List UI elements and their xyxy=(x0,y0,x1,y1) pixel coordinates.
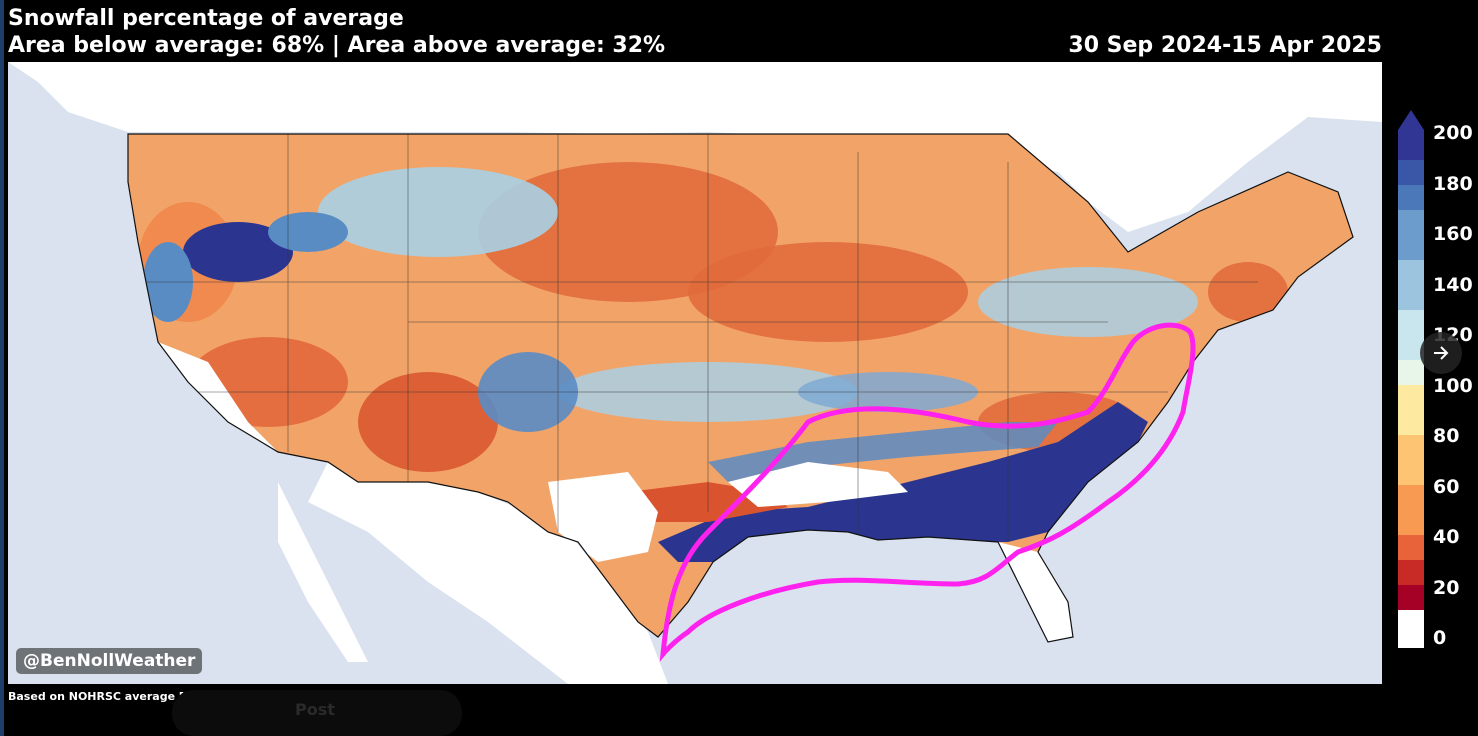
colorbar-tick: 20 xyxy=(1433,577,1460,599)
snowfall-map xyxy=(8,62,1382,684)
colorbar-tick: 60 xyxy=(1433,476,1460,498)
colorbar-tick: 180 xyxy=(1433,173,1473,195)
area-summary: Area below average: 68% | Area above ave… xyxy=(8,33,666,58)
watermark: @BenNollWeather xyxy=(16,648,203,674)
colorbar-tick: 200 xyxy=(1433,122,1473,144)
colorbar-tick: 140 xyxy=(1433,274,1473,296)
colorbar xyxy=(1398,110,1424,648)
colorbar-tick: 160 xyxy=(1433,223,1473,245)
map-title: Snowfall percentage of average xyxy=(8,6,404,31)
arrow-right-icon xyxy=(1434,346,1449,360)
colorbar-tick: 40 xyxy=(1433,526,1460,548)
map-graphic xyxy=(8,62,1382,684)
colorbar-tick: 100 xyxy=(1433,375,1473,397)
colorbar-tick: 0 xyxy=(1433,627,1447,649)
colorbar-tick: 80 xyxy=(1433,425,1460,447)
background-post-button xyxy=(172,690,462,736)
date-range: 30 Sep 2024-15 Apr 2025 xyxy=(1068,33,1382,58)
next-image-button[interactable] xyxy=(1420,332,1462,374)
window-edge xyxy=(0,0,4,736)
background-post-label: Post xyxy=(295,700,335,719)
